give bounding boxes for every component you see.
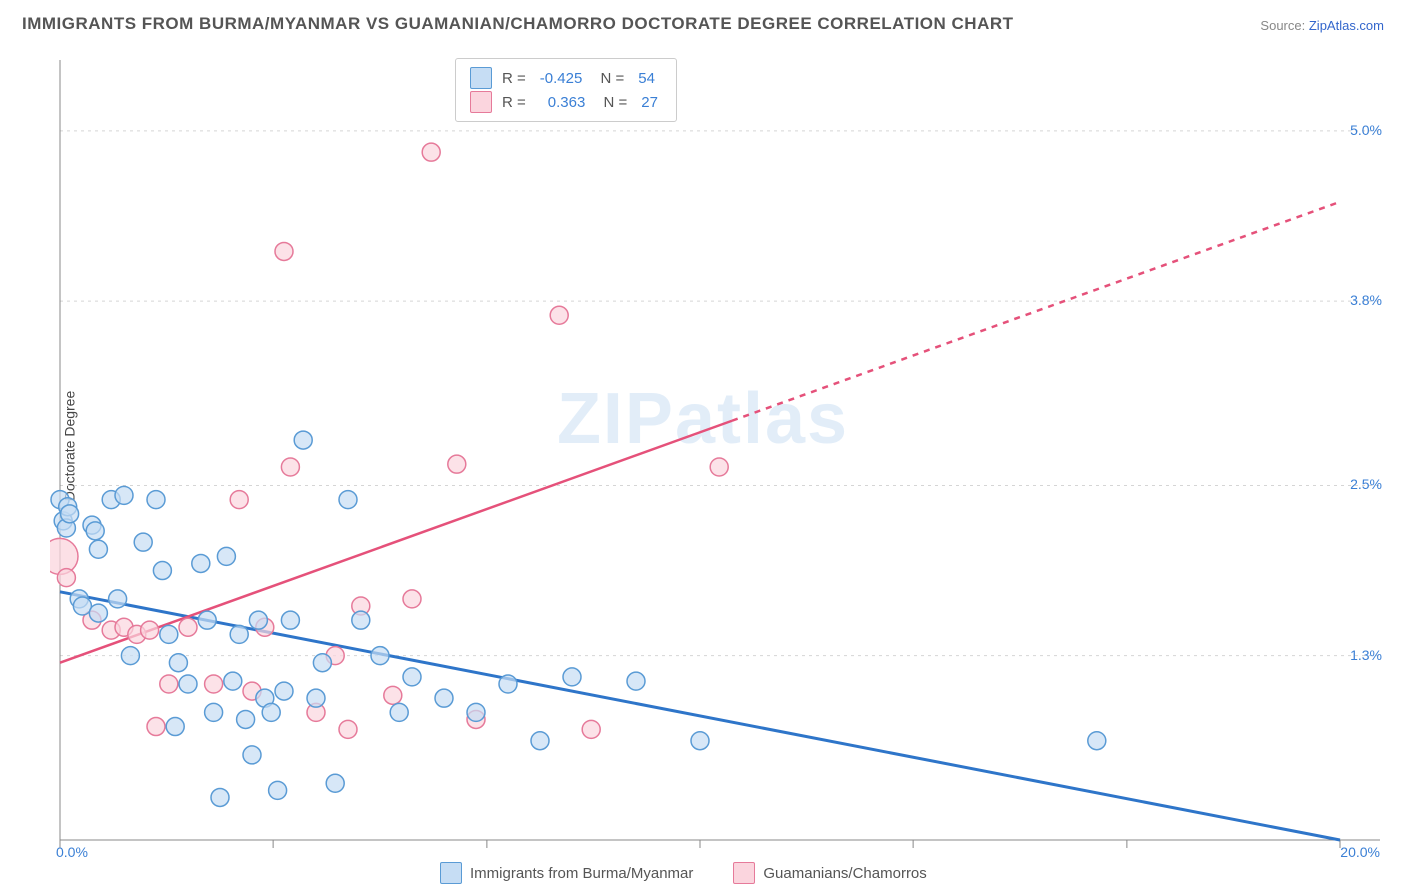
y-tick-0: 1.3% bbox=[1350, 647, 1382, 663]
x-tick-1: 20.0% bbox=[1340, 844, 1380, 860]
series-swatch-1 bbox=[470, 67, 492, 89]
source-link[interactable]: ZipAtlas.com bbox=[1309, 18, 1384, 33]
x-tick-0: 0.0% bbox=[56, 844, 88, 860]
y-tick-3: 5.0% bbox=[1350, 122, 1382, 138]
legend-item-1: Immigrants from Burma/Myanmar bbox=[440, 862, 693, 884]
legend-item-2: Guamanians/Chamorros bbox=[733, 862, 926, 884]
series-legend: Immigrants from Burma/Myanmar Guamanians… bbox=[440, 862, 927, 884]
series-swatch-2 bbox=[470, 91, 492, 113]
chart-container: IMMIGRANTS FROM BURMA/MYANMAR VS GUAMANI… bbox=[0, 0, 1406, 892]
stats-legend: R = -0.425 N = 54 R = 0.363 N = 27 bbox=[455, 58, 677, 122]
scatter-chart bbox=[50, 50, 1390, 870]
legend-swatch-2 bbox=[733, 862, 755, 884]
y-tick-2: 3.8% bbox=[1350, 292, 1382, 308]
y-tick-1: 2.5% bbox=[1350, 476, 1382, 492]
stats-row-2: R = 0.363 N = 27 bbox=[470, 91, 662, 113]
source-label: Source: ZipAtlas.com bbox=[1260, 18, 1384, 33]
stats-row-1: R = -0.425 N = 54 bbox=[470, 67, 662, 89]
legend-swatch-1 bbox=[440, 862, 462, 884]
chart-title: IMMIGRANTS FROM BURMA/MYANMAR VS GUAMANI… bbox=[22, 14, 1014, 34]
